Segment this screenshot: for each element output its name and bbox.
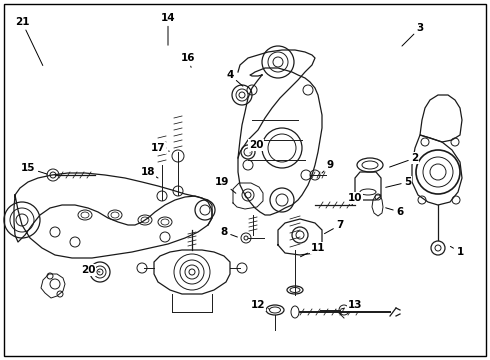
Text: 15: 15 <box>21 163 48 174</box>
Text: 19: 19 <box>215 177 236 193</box>
Text: 13: 13 <box>341 300 362 310</box>
Text: 7: 7 <box>324 220 343 234</box>
Text: 3: 3 <box>402 23 424 46</box>
Text: 16: 16 <box>181 53 195 67</box>
Text: 9: 9 <box>322 160 334 173</box>
Text: 20: 20 <box>249 140 263 153</box>
Text: 4: 4 <box>226 70 243 86</box>
Text: 18: 18 <box>141 167 158 178</box>
Text: 6: 6 <box>386 207 404 217</box>
Text: 21: 21 <box>15 17 43 66</box>
Text: 20: 20 <box>81 265 100 275</box>
Text: 1: 1 <box>450 246 464 257</box>
Text: 17: 17 <box>151 143 170 153</box>
Text: 10: 10 <box>348 193 362 205</box>
Text: 11: 11 <box>300 243 325 257</box>
Text: 8: 8 <box>220 227 237 237</box>
Text: 5: 5 <box>386 177 412 187</box>
Text: 14: 14 <box>161 13 175 45</box>
Text: 12: 12 <box>251 300 270 310</box>
Text: 2: 2 <box>390 153 418 167</box>
